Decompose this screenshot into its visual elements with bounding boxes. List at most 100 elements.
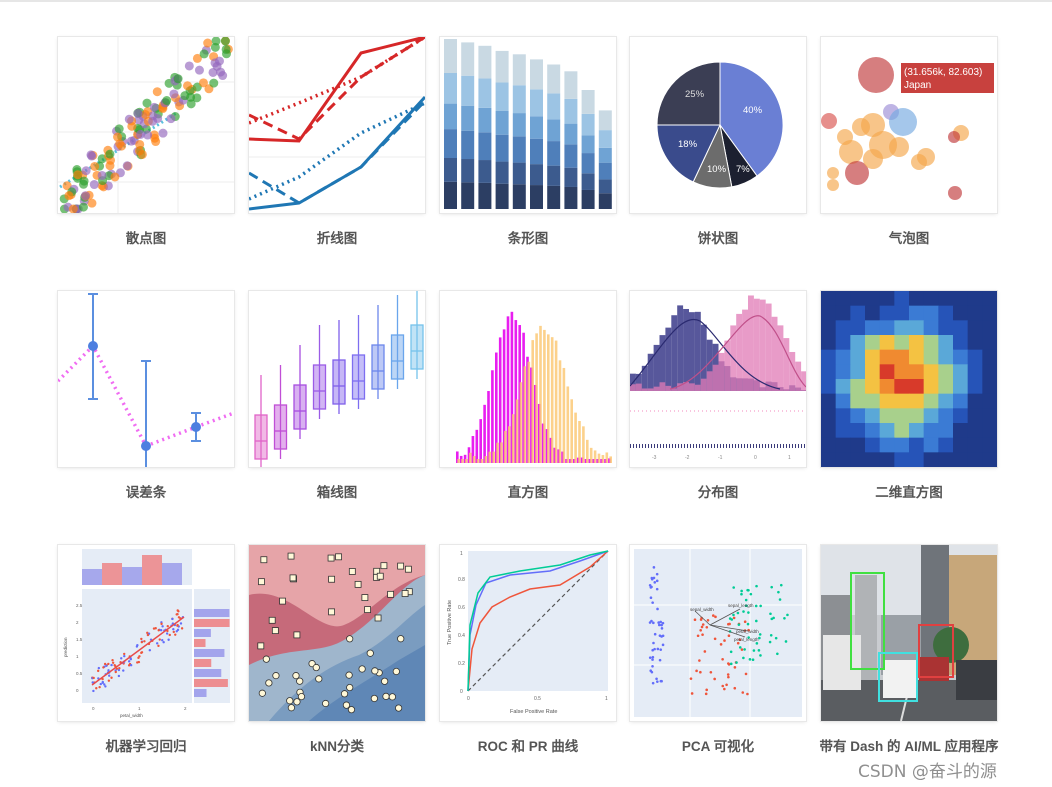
bar-segment xyxy=(495,110,509,135)
heatmap-cell xyxy=(850,349,866,365)
label-histogram[interactable]: 直方图 xyxy=(507,485,549,500)
tick-label: -1 xyxy=(718,455,723,461)
scatter-point xyxy=(162,96,172,106)
scatter-thumbnail[interactable] xyxy=(58,37,234,213)
histogram-thumbnail[interactable] xyxy=(440,291,616,467)
knn-point xyxy=(257,642,265,650)
roc-thumbnail[interactable]: 0 0.2 0.4 0.6 0.8 1 0 0.5 1 False Positi… xyxy=(440,545,616,721)
pca-point xyxy=(768,640,772,644)
regression-point xyxy=(159,629,163,632)
label-bar[interactable]: 条形图 xyxy=(507,231,549,246)
pie-chart: 40% 7% 10% 18% 25% xyxy=(656,61,784,189)
distplot-thumbnail[interactable]: -3 -2 -1 0 1 xyxy=(630,291,806,467)
pca-point xyxy=(711,614,715,617)
heatmap-cell xyxy=(938,320,954,336)
error-bar-thumbnail[interactable] xyxy=(58,291,234,467)
line-thumbnail[interactable] xyxy=(249,37,425,213)
bar-segment xyxy=(512,184,526,209)
pca-point xyxy=(651,658,654,661)
dist-bar xyxy=(665,327,672,391)
ml-regression-thumbnail[interactable]: 2.5 2 1.5 1 0.5 0 0 1 2 petal_width pred… xyxy=(58,545,234,721)
label-error-bars[interactable]: 误差条 xyxy=(125,485,167,500)
bar-segment xyxy=(444,39,457,73)
label-2d-histogram[interactable]: 二维直方图 xyxy=(875,485,943,500)
regression-point xyxy=(155,642,159,645)
bar-segment xyxy=(598,130,612,148)
pca-point xyxy=(721,657,724,661)
heatmap-cell xyxy=(835,335,851,351)
label-scatter[interactable]: 散点图 xyxy=(125,231,167,246)
label-pca[interactable]: PCA 可视化 xyxy=(681,739,755,754)
label-line[interactable]: 折线图 xyxy=(316,231,358,246)
heatmap-cell xyxy=(982,452,997,467)
histogram-bar xyxy=(566,386,570,463)
label-roc-pr[interactable]: ROC 和 PR 曲线 xyxy=(477,739,579,754)
histogram-bar xyxy=(479,419,482,463)
pie-label: 10% xyxy=(707,164,727,175)
bubble xyxy=(889,108,917,136)
label-knn[interactable]: kNN分类 xyxy=(309,739,364,754)
dist-bar xyxy=(653,386,660,391)
pie-thumbnail[interactable]: 40% 7% 10% 18% 25% xyxy=(630,37,806,213)
label-distplot[interactable]: 分布图 xyxy=(697,485,739,500)
box-thumbnail[interactable] xyxy=(249,291,425,467)
heatmap-cell xyxy=(835,349,851,365)
pca-point xyxy=(649,669,653,673)
scatter-point xyxy=(110,172,120,182)
scatter-point xyxy=(148,116,158,126)
bar-thumbnail[interactable] xyxy=(440,37,616,213)
pca-point xyxy=(655,677,658,681)
dash-ai-thumbnail[interactable] xyxy=(821,545,997,721)
heatmap-cell xyxy=(923,437,939,453)
histogram-bar xyxy=(522,332,525,463)
heatmap-cell xyxy=(821,408,837,424)
regression-point xyxy=(167,638,170,641)
heatmap-cell xyxy=(821,437,837,453)
loading-label: sepal_length xyxy=(728,603,754,608)
label-dash-ai[interactable]: 带有 Dash 的 AI/ML 应用程序 xyxy=(819,739,999,754)
knn-thumbnail[interactable] xyxy=(249,545,425,721)
pca-point xyxy=(778,598,782,601)
regression-point xyxy=(136,644,139,647)
label-pie[interactable]: 饼状图 xyxy=(697,231,739,246)
scatter-point xyxy=(221,49,231,59)
pca-thumbnail[interactable]: sepal_width sepal_length petal_length pe… xyxy=(630,545,806,721)
pie-slice xyxy=(656,124,721,183)
pca-point xyxy=(744,604,748,608)
heatmap-cell xyxy=(967,335,983,351)
label-bubble[interactable]: 气泡图 xyxy=(888,231,930,246)
heatmap-cell xyxy=(894,335,910,351)
histogram-bar xyxy=(597,453,601,463)
knn-point xyxy=(348,568,356,575)
heatmap-cell xyxy=(894,320,910,336)
label-box[interactable]: 箱线图 xyxy=(316,485,358,500)
histogram-chart xyxy=(456,311,612,463)
heatmap-cell xyxy=(923,335,939,351)
heatmap-cell xyxy=(923,305,939,321)
histogram-bar xyxy=(561,451,564,463)
tick-label: 2.5 xyxy=(76,603,83,608)
heatmap-cell xyxy=(909,364,925,380)
histogram-bar xyxy=(465,459,468,463)
pca-point xyxy=(656,607,659,611)
label-ml-regression[interactable]: 机器学习回归 xyxy=(105,739,187,754)
heatmap-cell xyxy=(938,364,954,380)
y-axis-title: prediction xyxy=(63,637,68,657)
bar-segment xyxy=(547,141,561,166)
bubble-thumbnail[interactable]: (31.656k, 82.603) Japan xyxy=(821,37,997,213)
heatmap-cell xyxy=(953,349,969,365)
regression-point xyxy=(140,637,143,641)
histogram-bar xyxy=(457,459,460,463)
heatmap-cell xyxy=(894,364,910,380)
knn-point xyxy=(364,606,371,614)
box xyxy=(410,324,424,370)
regression-point xyxy=(174,633,177,636)
regression-point xyxy=(165,632,169,635)
marginal-bar xyxy=(122,567,142,585)
histogram-bar xyxy=(547,334,550,463)
histogram-bar xyxy=(461,459,464,463)
knn-point xyxy=(286,697,294,705)
pca-point xyxy=(758,636,761,640)
heatmap-thumbnail[interactable] xyxy=(821,291,997,467)
regression-point xyxy=(107,679,111,682)
